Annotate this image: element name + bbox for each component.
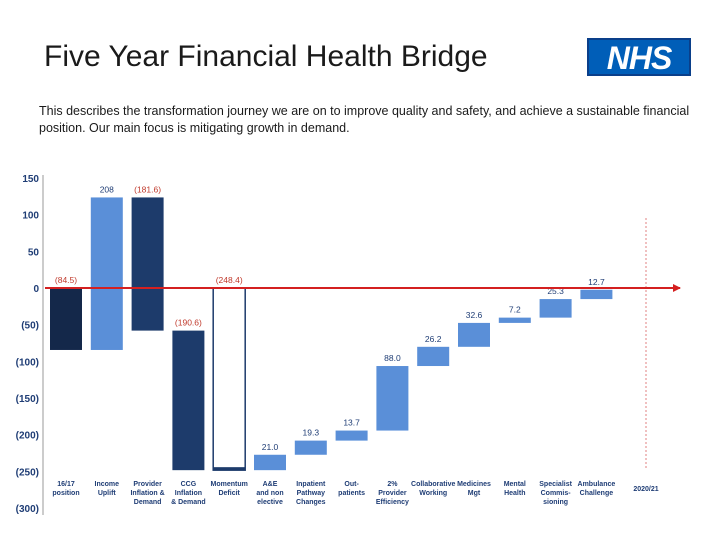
data-label: 13.7: [343, 418, 360, 428]
end-period-label: 2020/21: [633, 486, 658, 493]
data-label: (84.5): [55, 275, 77, 285]
category-label: Collaborative Working: [411, 481, 455, 497]
bar: [539, 299, 572, 318]
slide-description: This describes the transformation journe…: [39, 104, 690, 135]
bar: [50, 288, 82, 350]
bar: [580, 289, 613, 300]
data-label: 19.3: [303, 428, 320, 438]
data-label: 88.0: [384, 353, 401, 363]
category-label: Inpatient Pathway Changes: [296, 481, 326, 506]
data-label: (248.4): [216, 275, 243, 285]
bar: [131, 197, 164, 331]
category-label: Out-patients: [338, 481, 365, 497]
nhs-logo: NHS: [587, 38, 691, 76]
data-label: (181.6): [134, 184, 161, 194]
bar: [376, 366, 409, 431]
data-label: 12.7: [588, 277, 605, 287]
data-label: (190.6): [175, 318, 202, 328]
bar: [212, 287, 246, 471]
chart-bars: (84.5) 208 (181.6) (190.6) (248.4) 21.0 19.3 13…: [50, 184, 613, 471]
category-label: 16/17 position: [52, 481, 79, 497]
bar: [335, 430, 368, 441]
bar: [254, 454, 286, 471]
y-tick-label: (50): [21, 321, 39, 332]
category-label: A&E and non elective: [256, 481, 283, 506]
y-tick-label: 50: [28, 247, 40, 258]
y-tick-label: 100: [22, 211, 39, 222]
data-label: 32.6: [466, 310, 483, 320]
y-tick-label: (300): [16, 504, 39, 515]
data-label: 208: [100, 184, 114, 194]
bar: [294, 440, 327, 455]
bar: [498, 317, 531, 323]
category-label: Momentum Deficit: [211, 481, 248, 497]
y-tick-label: (150): [16, 394, 39, 405]
bar: [172, 330, 205, 471]
data-label: 26.2: [425, 334, 442, 344]
category-label: Income Uplift: [95, 481, 120, 497]
category-label: 2% Provider Efficiency: [376, 481, 409, 506]
y-tick-label: (100): [16, 357, 39, 368]
category-label: Medicines Mgt: [457, 481, 491, 497]
category-label: Ambulance Challenge: [578, 481, 616, 497]
y-axis-ticks: 150 100 50 0 (50) (100) (150) (200) (250) (300): [16, 174, 40, 515]
data-label: 7.2: [509, 305, 521, 315]
bar: [417, 346, 450, 367]
y-tick-label: 0: [33, 284, 39, 295]
data-label: 21.0: [262, 442, 279, 452]
y-tick-label: 150: [22, 174, 39, 185]
data-label: 25.3: [547, 286, 564, 296]
category-labels: 16/17 position Income Uplift Provider Inflati…: [52, 481, 615, 506]
category-label: Mental Health: [504, 481, 526, 497]
y-tick-label: (200): [16, 431, 39, 442]
category-label: Specialist Commis-sioning: [539, 481, 572, 506]
bar: [458, 322, 490, 347]
bar-base: [213, 467, 246, 471]
category-label: Provider Inflation & Demand: [130, 481, 164, 506]
y-tick-label: (250): [16, 467, 39, 478]
category-label: CCG Inflation & Demand: [171, 481, 206, 506]
bar: [90, 197, 123, 350]
slide-title: Five Year Financial Health Bridge: [44, 40, 488, 73]
